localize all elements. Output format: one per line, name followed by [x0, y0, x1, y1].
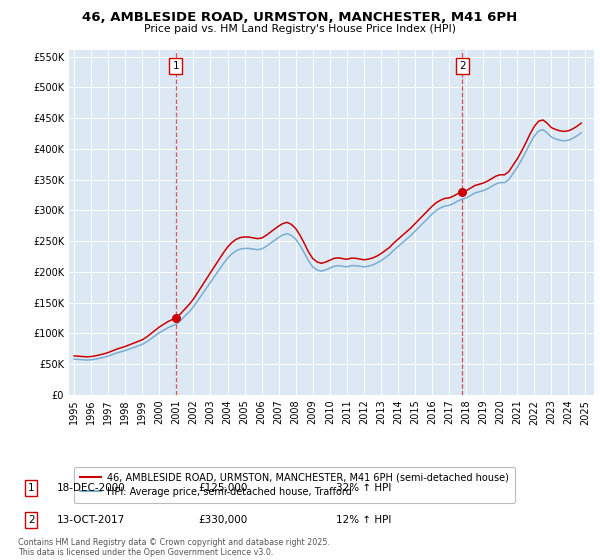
Text: Contains HM Land Registry data © Crown copyright and database right 2025.
This d: Contains HM Land Registry data © Crown c…: [18, 538, 330, 557]
Text: 18-DEC-2000: 18-DEC-2000: [57, 483, 126, 493]
Text: 13-OCT-2017: 13-OCT-2017: [57, 515, 125, 525]
Text: £330,000: £330,000: [198, 515, 247, 525]
Text: 1: 1: [28, 483, 35, 493]
Text: £125,000: £125,000: [198, 483, 247, 493]
Text: 46, AMBLESIDE ROAD, URMSTON, MANCHESTER, M41 6PH: 46, AMBLESIDE ROAD, URMSTON, MANCHESTER,…: [82, 11, 518, 24]
Text: 2: 2: [28, 515, 35, 525]
Text: Price paid vs. HM Land Registry's House Price Index (HPI): Price paid vs. HM Land Registry's House …: [144, 24, 456, 34]
Legend: 46, AMBLESIDE ROAD, URMSTON, MANCHESTER, M41 6PH (semi-detached house), HPI: Ave: 46, AMBLESIDE ROAD, URMSTON, MANCHESTER,…: [74, 467, 515, 503]
Text: 1: 1: [172, 61, 179, 71]
Text: 2: 2: [459, 61, 466, 71]
Text: 12% ↑ HPI: 12% ↑ HPI: [336, 515, 391, 525]
Text: 32% ↑ HPI: 32% ↑ HPI: [336, 483, 391, 493]
